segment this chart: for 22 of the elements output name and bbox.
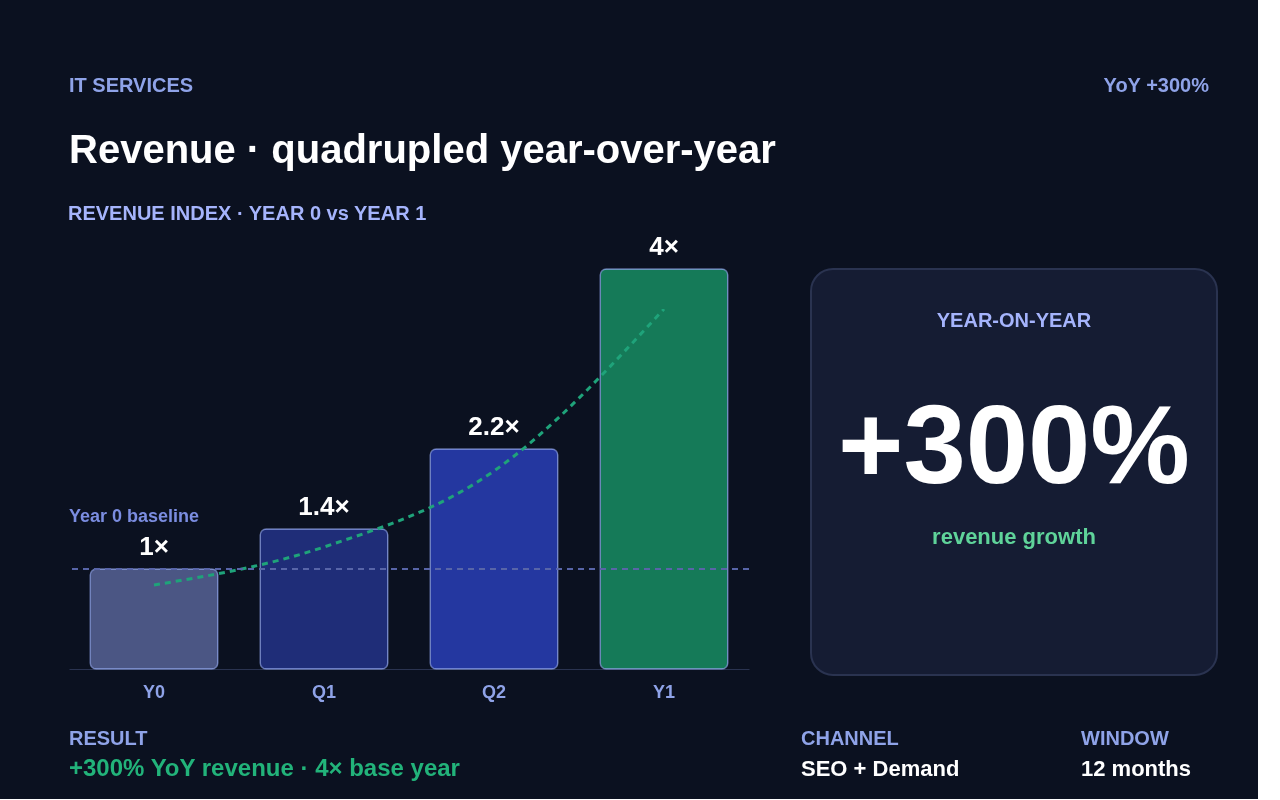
data-label: 4× <box>649 231 679 261</box>
text: SEO + Demand <box>801 756 960 781</box>
x-tick-label: Y0 <box>142 681 166 702</box>
text: CHANNEL <box>801 727 899 749</box>
chart-title: Revenue · quadrupled year-over-year <box>69 127 776 171</box>
text: YEAR-ON-YEAR <box>936 309 1092 331</box>
text: WINDOW <box>1081 727 1169 749</box>
x-tick-label: Q2 <box>481 681 507 702</box>
text: RESULT <box>69 727 148 749</box>
text: revenue growth <box>932 524 1096 549</box>
chart-subtitle: REVENUE INDEX · YEAR 0 vs YEAR 1 <box>68 202 427 224</box>
text: +300% <box>838 382 1190 507</box>
text: +300% YoY revenue · 4× base year <box>69 754 460 781</box>
data-label: 1.4× <box>298 491 350 521</box>
x-tick-label: Y1 <box>652 681 676 702</box>
ref-line-label: Year 0 baseline <box>69 506 200 526</box>
text: 12 months <box>1081 756 1192 781</box>
data-label: 1× <box>139 531 169 561</box>
x-tick-label: Q1 <box>311 681 337 702</box>
data-label: 2.2× <box>468 411 520 441</box>
text: IT SERVICES <box>69 74 194 96</box>
text: YoY +300% <box>1103 74 1210 96</box>
